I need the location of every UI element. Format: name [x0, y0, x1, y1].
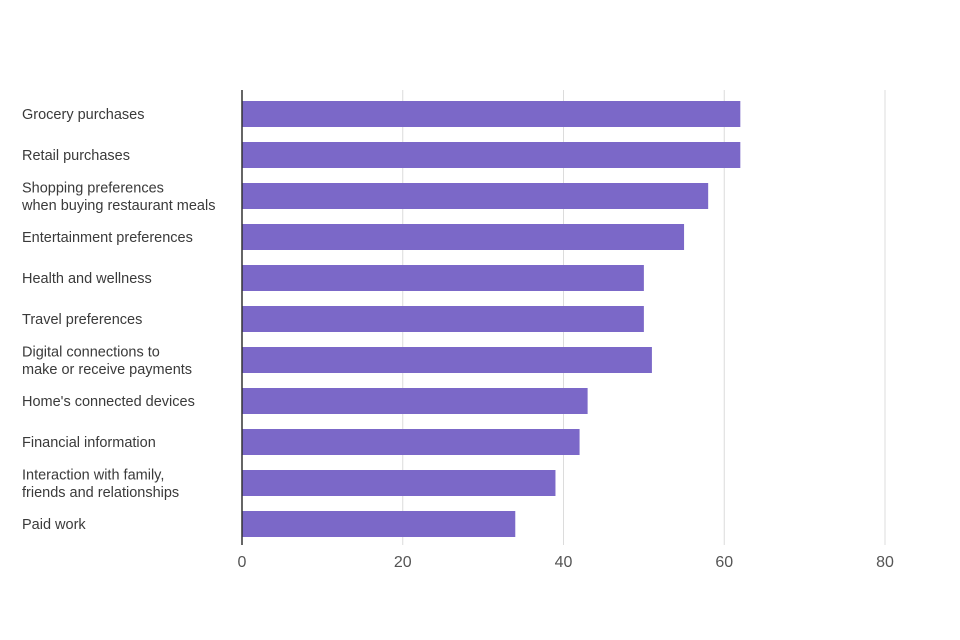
- x-tick-label-40: 40: [555, 554, 573, 571]
- category-labels: Grocery purchases Retail purchases Shoppin…: [21, 107, 215, 533]
- category-label-7: Home's connected devices: [22, 394, 195, 410]
- category-label-line: make or receive payments: [22, 362, 192, 378]
- category-label-line: Shopping preferences: [22, 180, 164, 196]
- category-label-line: Health and wellness: [22, 271, 152, 287]
- x-tick-label-60: 60: [715, 554, 733, 571]
- bar-3: [242, 224, 685, 250]
- bar-6: [242, 347, 652, 373]
- category-label-line: when buying restaurant meals: [21, 198, 215, 214]
- category-label-3: Entertainment preferences: [22, 230, 193, 246]
- x-tick-labels: 0 20 40 60 80: [238, 554, 894, 571]
- category-label-line: Financial information: [22, 435, 156, 451]
- category-label-4: Health and wellness: [22, 271, 152, 287]
- x-tick-label-80: 80: [876, 554, 894, 571]
- category-label-line: Home's connected devices: [22, 394, 195, 410]
- category-label-2: Shopping preferences when buying restaura…: [21, 180, 215, 214]
- category-label-line: Paid work: [22, 517, 86, 533]
- bar-1: [242, 142, 741, 168]
- category-label-6: Digital connections to make or receive pa…: [22, 344, 192, 378]
- category-label-line: Entertainment preferences: [22, 230, 193, 246]
- x-tick-label-0: 0: [238, 554, 247, 571]
- category-label-9: Interaction with family, friends and rela…: [22, 467, 179, 501]
- bar-7: [242, 388, 588, 414]
- category-label-line: Digital connections to: [22, 344, 160, 360]
- bar-0: [242, 101, 741, 127]
- category-label-1: Retail purchases: [22, 148, 130, 164]
- category-label-line: friends and relationships: [22, 485, 179, 501]
- category-label-10: Paid work: [22, 517, 86, 533]
- bar-10: [242, 511, 516, 537]
- x-tick-label-20: 20: [394, 554, 412, 571]
- bar-9: [242, 470, 556, 496]
- category-label-line: Retail purchases: [22, 148, 130, 164]
- category-label-5: Travel preferences: [22, 312, 142, 328]
- category-label-8: Financial information: [22, 435, 156, 451]
- category-label-line: Interaction with family,: [22, 467, 164, 483]
- bars: [242, 101, 741, 537]
- category-label-line: Travel preferences: [22, 312, 142, 328]
- bar-2: [242, 183, 709, 209]
- bar-8: [242, 429, 580, 455]
- bar-4: [242, 265, 644, 291]
- category-label-0: Grocery purchases: [22, 107, 145, 123]
- bar-5: [242, 306, 644, 332]
- category-label-line: Grocery purchases: [22, 107, 145, 123]
